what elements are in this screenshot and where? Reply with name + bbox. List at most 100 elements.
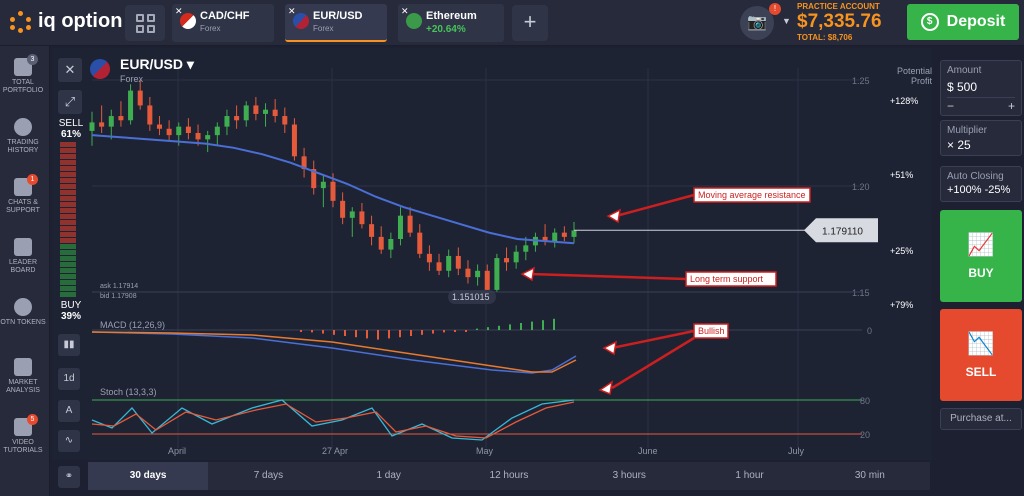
timeframe-7-days[interactable]: 7 days [253,470,284,481]
annotation-arrow [611,329,695,350]
macd-histogram-bar [410,330,412,336]
macd-histogram-bar [388,330,390,339]
cad-chf-flag-icon [180,13,196,29]
sentiment-bar [60,280,76,285]
macd-histogram-bar [542,320,544,330]
account-balance[interactable]: PRACTICE ACCOUNT $7,335.76 TOTAL: $8,706 [797,2,897,42]
candle [156,124,162,129]
sell-chart-icon: 📉 [967,331,995,356]
add-tab-button[interactable]: + [512,5,548,41]
sidebar-item-label: LEADER BOARD [8,259,37,274]
chevron-down-icon[interactable]: ▼ [782,16,791,26]
asset-selector[interactable]: EUR/USD ▾ Forex [120,56,194,84]
timeframe-30-min[interactable]: 30 min [854,470,885,481]
tab-eur-usd[interactable]: ✕ EUR/USD Forex [285,4,387,42]
amount-label: Amount [947,65,982,76]
timeframe-1-hour[interactable]: 1 hour [735,470,764,481]
sidebar-item-label: OTN TOKENS [0,319,46,326]
sidebar-item-label: CHATS & SUPPORT [6,199,40,214]
candle [89,122,95,131]
low-price-pill [448,290,496,304]
sentiment-bar [60,286,76,291]
tab-change: +20.64% [426,24,466,35]
buy-button[interactable]: 📈 BUY [940,210,1022,302]
chevron-down-icon[interactable]: ▾ [186,56,194,72]
auto-closing-box[interactable]: Auto Closing +100% -25% [940,166,1022,202]
minus-button[interactable]: − [947,99,955,113]
candle [340,200,346,218]
timeframe-3-hours[interactable]: 3 hours [612,470,646,481]
balance-value: $7,335.76 [797,11,882,32]
multiplier-value: × 25 [947,138,971,152]
candle [436,262,442,271]
macd-histogram-bar [498,325,500,330]
chart-area[interactable]: 1.25 1.20 1.15 April 27 Apr May June July +128% +… [52,48,932,460]
close-icon[interactable]: ✕ [175,6,183,16]
grid-icon [135,13,155,33]
amount-box[interactable]: Amount $ 500 − + [940,60,1022,116]
candle [147,105,153,125]
timeframe-1-day[interactable]: 1 day [376,470,401,481]
candle [523,245,529,252]
sentiment-bar [60,196,76,201]
profit-tick-label: +128% [890,96,918,106]
sentiment-bar [60,232,76,237]
timeframe-12-hours[interactable]: 12 hours [489,470,529,481]
candle [542,236,548,242]
price-tick-label: 1.20 [852,182,870,192]
draw-icon[interactable]: A [58,400,80,422]
close-icon[interactable]: ✕ [288,6,296,16]
deposit-button[interactable]: $ Deposit [907,4,1019,40]
candle [301,156,307,170]
macd-histogram-bar [454,330,456,332]
amount-value[interactable]: $ 500 [947,80,978,94]
macd-zero-tick: 0 [867,326,872,336]
sidebar-item-history[interactable]: TRADING HISTORY [0,118,46,155]
plus-button[interactable]: + [1007,99,1015,113]
stoch-k-line [91,399,575,441]
link-icon[interactable]: ⚭ [58,466,80,488]
sidebar-item-video[interactable]: 5 VIDEO TUTORIALS [0,414,46,455]
candle [137,90,143,106]
timeframe-button[interactable]: 1d [58,368,80,390]
sentiment-bar [60,238,76,243]
macd-histogram-bar [432,330,434,334]
candle [320,181,326,189]
macd-histogram-bar [476,328,478,330]
sidebar-item-portfolio[interactable]: 3 TOTAL PORTFOLIO [0,54,46,95]
price-chart[interactable]: 1.25 1.20 1.15 April 27 Apr May June July +128% +… [52,48,932,460]
stoch-d-line [91,401,575,439]
camera-icon[interactable]: 📷 [740,6,774,40]
tab-cad-chf[interactable]: ✕ CAD/CHF Forex [172,4,274,42]
purchase-at-button[interactable]: Purchase at... [940,408,1022,430]
sidebar-item-otn[interactable]: OTN TOKENS [0,298,46,327]
potential-profit-label: Potential Profit [870,66,932,86]
sell-button[interactable]: 📉 SELL [940,309,1022,401]
badge: 3 [27,54,38,65]
chart-type-icon[interactable]: ▮▮ [58,334,80,356]
candle [272,109,278,117]
badge: 1 [27,174,38,185]
sentiment-bar [60,268,76,273]
sidebar-item-chats[interactable]: 1 CHATS & SUPPORT [0,174,46,215]
macd-histogram-bar [366,330,368,339]
iq-option-logo[interactable]: iq option [10,10,122,33]
buy-percent: 39% [60,311,81,322]
assets-grid-button[interactable] [125,5,165,41]
expand-icon[interactable]: ⤢ [58,90,82,114]
indicators-icon[interactable]: ∿ [58,430,80,452]
sidebar-item-leaderboard[interactable]: LEADER BOARD [0,238,46,275]
price-tick-label: 1.15 [852,288,870,298]
total-value: TOTAL: $8,706 [797,33,853,42]
close-chart-button[interactable]: ✕ [58,58,82,82]
buy-sentiment: BUY 39% [56,300,86,322]
close-icon[interactable]: ✕ [401,6,409,16]
sentiment-bar [60,226,76,231]
candle [513,251,519,263]
annotation-arrowhead [602,340,617,356]
tab-ethereum[interactable]: ✕ Ethereum +20.64% [398,4,504,42]
candle [282,116,288,125]
timeframe-30-days[interactable]: 30 days [88,462,209,490]
sidebar-item-market-analysis[interactable]: MARKET ANALYSIS [0,358,46,395]
multiplier-box[interactable]: Multiplier × 25 [940,120,1022,156]
